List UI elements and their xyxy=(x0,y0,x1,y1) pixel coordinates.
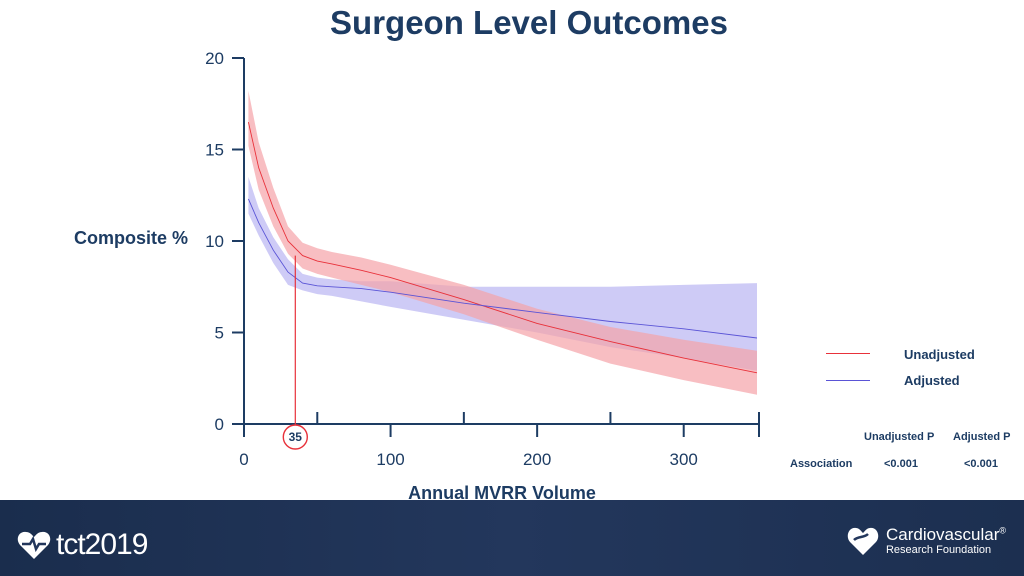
pvalue-header-adjusted: Adjusted P xyxy=(953,431,1011,443)
y-tick-label: 0 xyxy=(215,415,224,434)
x-tick-label: 300 xyxy=(670,450,698,469)
pvalue-adjusted: <0.001 xyxy=(964,458,998,470)
x-tick-label: 0 xyxy=(239,450,248,469)
series-lines xyxy=(247,122,758,374)
y-tick-label: 20 xyxy=(205,49,224,68)
annotation-label: 35 xyxy=(289,430,303,444)
crf-heart-icon xyxy=(847,527,879,555)
axes xyxy=(232,57,760,437)
legend-swatch-unadjusted xyxy=(826,353,870,354)
band-unadjusted xyxy=(248,90,757,395)
band-adjusted xyxy=(248,176,757,371)
y-tick-label: 10 xyxy=(205,232,224,251)
tct-logo-text: tct2019 xyxy=(56,528,148,561)
legend-swatch-adjusted xyxy=(826,380,870,381)
crf-logo: Cardiovascular® Research Foundation xyxy=(846,524,1006,558)
y-axis-title: Composite % xyxy=(74,228,188,248)
x-tick-label: 200 xyxy=(523,450,551,469)
confidence-bands xyxy=(248,90,757,395)
legend-label-unadjusted: Unadjusted xyxy=(904,347,975,362)
slide-title: Surgeon Level Outcomes xyxy=(330,4,728,41)
footer-bar: tct2019 Cardiovascular® Research Foundat… xyxy=(0,500,1024,576)
pvalue-unadjusted: <0.001 xyxy=(884,458,918,470)
crf-name: Cardiovascular® xyxy=(885,524,1006,544)
annotation-circle xyxy=(282,424,308,450)
x-axis-title: Annual MVRR Volume xyxy=(408,483,596,500)
annotation: 35 xyxy=(282,255,308,450)
crf-subtitle: Research Foundation xyxy=(885,544,992,557)
pvalue-header-unadjusted: Unadjusted P xyxy=(864,431,935,443)
line-unadjusted xyxy=(247,122,758,374)
x-tick-label: 100 xyxy=(376,450,404,469)
heart-logo-icon xyxy=(17,531,51,559)
y-tick-label: 15 xyxy=(205,141,224,160)
line-adjusted xyxy=(247,198,758,339)
pvalue-row-label: Association xyxy=(790,458,853,470)
y-tick-label: 5 xyxy=(215,324,224,343)
tct-logo: tct2019 xyxy=(16,528,148,562)
legend-label-adjusted: Adjusted xyxy=(904,373,960,388)
